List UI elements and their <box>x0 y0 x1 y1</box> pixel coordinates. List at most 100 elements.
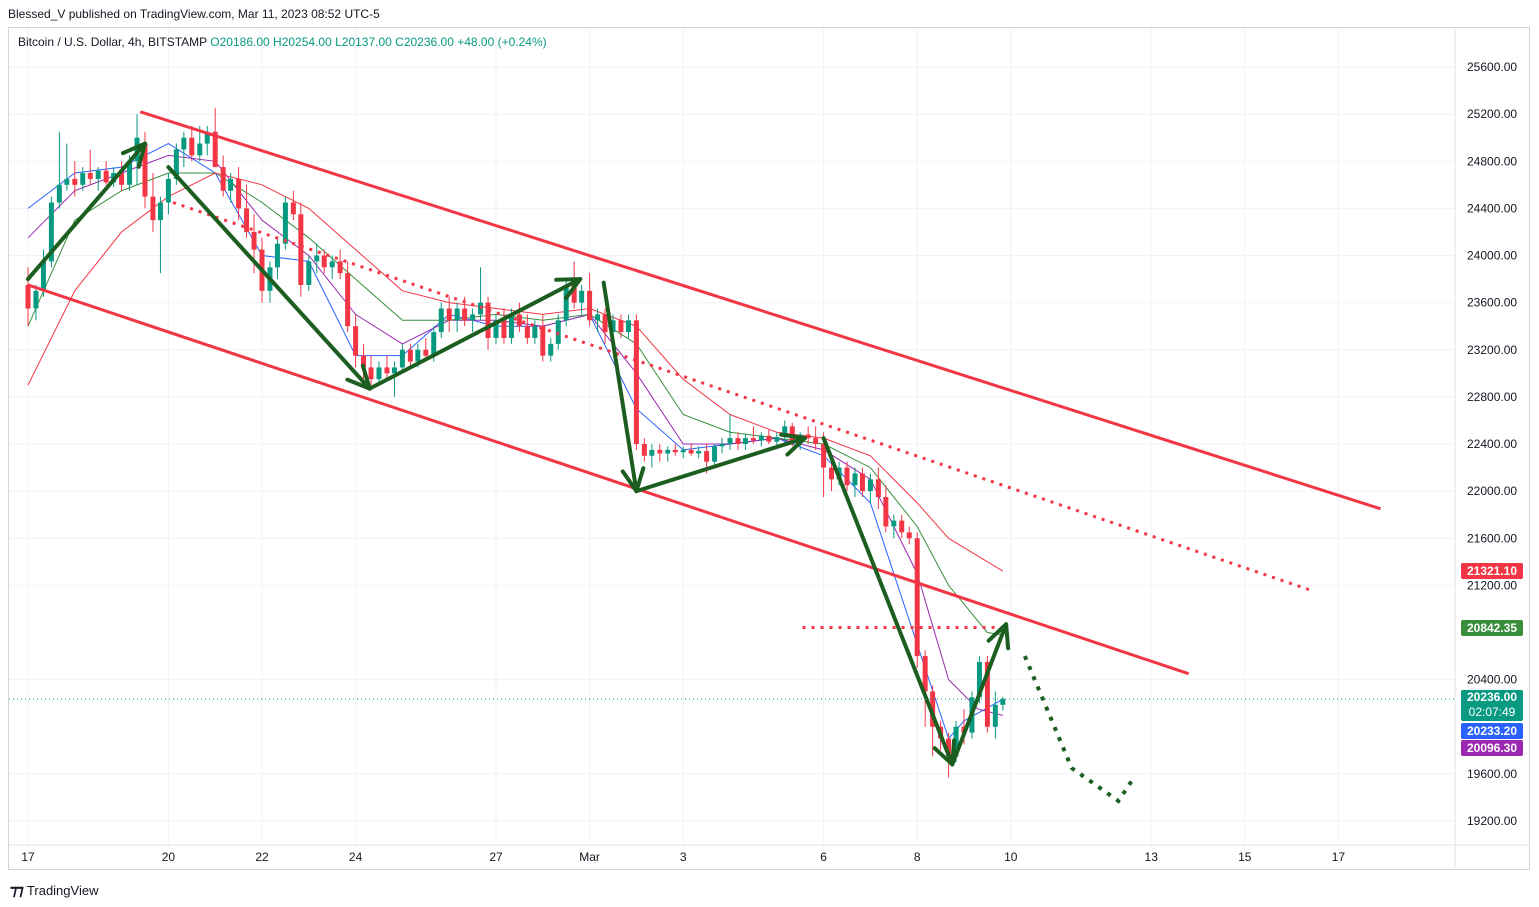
y-tick-label: 25200.00 <box>1467 107 1517 121</box>
candle-body <box>399 349 405 368</box>
candle-body <box>353 326 359 356</box>
high-value: H20254.00 <box>273 35 332 49</box>
y-tick-label: 22400.00 <box>1467 437 1517 451</box>
candle-body <box>844 467 850 486</box>
candle-body <box>40 261 46 291</box>
footer[interactable]: ⁊⁊ TradingView <box>10 881 98 899</box>
trend-arrow <box>601 280 639 494</box>
candle-body <box>859 473 865 492</box>
candle-body <box>742 438 748 444</box>
x-tick-label: 13 <box>1145 850 1159 864</box>
last-price-tag: 20236.00 02:07:49 <box>1461 690 1523 721</box>
candle-body <box>321 255 327 268</box>
candle-body <box>501 320 507 338</box>
y-tick-label: 21200.00 <box>1467 578 1517 592</box>
x-tick-label: 6 <box>820 850 827 864</box>
candle-body <box>789 426 795 442</box>
candle-body <box>992 704 998 727</box>
candle-body <box>548 343 554 356</box>
channel-upper-line <box>139 110 1381 511</box>
candle-body <box>508 314 514 338</box>
candle-body <box>696 451 702 454</box>
candle-body <box>727 438 733 444</box>
candle-body <box>337 261 343 274</box>
y-tick-label: 25600.00 <box>1467 60 1517 74</box>
candle-body <box>173 149 179 179</box>
ma-slow-price-tag: 21321.10 <box>1461 563 1523 579</box>
trend-arrow-head <box>120 141 147 169</box>
y-tick-label: 19600.00 <box>1467 767 1517 781</box>
candle-body <box>516 314 522 327</box>
ma-fast-price-tag: 20233.20 <box>1461 723 1523 739</box>
candle-body <box>56 184 62 203</box>
candle-body <box>625 320 631 333</box>
candle-body <box>712 446 718 462</box>
candle-body <box>274 243 280 268</box>
candle-body <box>946 738 952 757</box>
candle-body <box>103 170 109 183</box>
last-price-value: 20236.00 <box>1466 690 1518 704</box>
x-tick-label: 20 <box>162 850 176 864</box>
x-tick-label: Mar <box>579 850 600 864</box>
candle-body <box>922 656 928 692</box>
candle-body <box>782 426 788 437</box>
trend-arrow <box>367 277 583 391</box>
candle-body <box>532 326 538 338</box>
x-tick-label: 3 <box>680 850 687 864</box>
trend-arrow-head <box>779 432 807 457</box>
candle-body <box>25 284 31 309</box>
candle-body <box>306 261 312 285</box>
candle-body <box>563 284 569 321</box>
y-tick-label: 20400.00 <box>1467 673 1517 687</box>
candle-body <box>493 320 499 338</box>
x-tick-label: 15 <box>1238 850 1252 864</box>
candle-body <box>914 538 920 657</box>
x-tick-label: 27 <box>489 850 503 864</box>
candle-body <box>48 202 54 262</box>
close-value: C20236.00 <box>395 35 454 49</box>
candle-body <box>618 320 624 333</box>
candle-body <box>87 173 93 179</box>
candle-body <box>368 367 374 380</box>
y-tick-label: 22800.00 <box>1467 390 1517 404</box>
candle-body <box>314 255 320 262</box>
candle-body <box>953 726 959 757</box>
chart-grid <box>9 28 1530 870</box>
candle-body <box>821 444 827 468</box>
candle-body <box>688 449 694 454</box>
trend-arrow-head <box>554 277 583 301</box>
chart-frame[interactable] <box>8 27 1530 870</box>
candle-body <box>204 131 210 144</box>
candle-body <box>236 178 242 209</box>
candle-body <box>197 143 203 156</box>
candle-body <box>165 178 171 203</box>
candle-body <box>750 438 756 441</box>
candle-body <box>454 308 460 321</box>
candle-body <box>610 320 616 333</box>
candle-body <box>766 435 772 442</box>
candle-body <box>899 520 905 533</box>
candle-body <box>602 314 608 333</box>
candle-body <box>867 479 873 492</box>
footer-brand: TradingView <box>26 882 99 898</box>
candle-body <box>72 178 78 185</box>
candle-body <box>470 314 476 321</box>
candle-body <box>446 308 452 321</box>
candle-body <box>852 473 858 486</box>
tradingview-logo-icon: ⁊⁊ <box>10 882 24 899</box>
x-tick-label: 10 <box>1004 850 1018 864</box>
y-tick-label: 24800.00 <box>1467 154 1517 168</box>
y-tick-label: 23200.00 <box>1467 343 1517 357</box>
candle-body <box>805 434 811 439</box>
candle-body <box>181 137 187 150</box>
candle-body <box>80 173 86 185</box>
candle-body <box>680 449 686 453</box>
candle-body <box>657 449 663 454</box>
open-value: O20186.00 <box>210 35 270 49</box>
candle-body <box>976 661 982 698</box>
x-tick-label: 17 <box>21 850 35 864</box>
ma-mid-price-tag: 20096.30 <box>1461 740 1523 756</box>
candle-body <box>1000 698 1006 705</box>
candle-body <box>298 214 304 285</box>
